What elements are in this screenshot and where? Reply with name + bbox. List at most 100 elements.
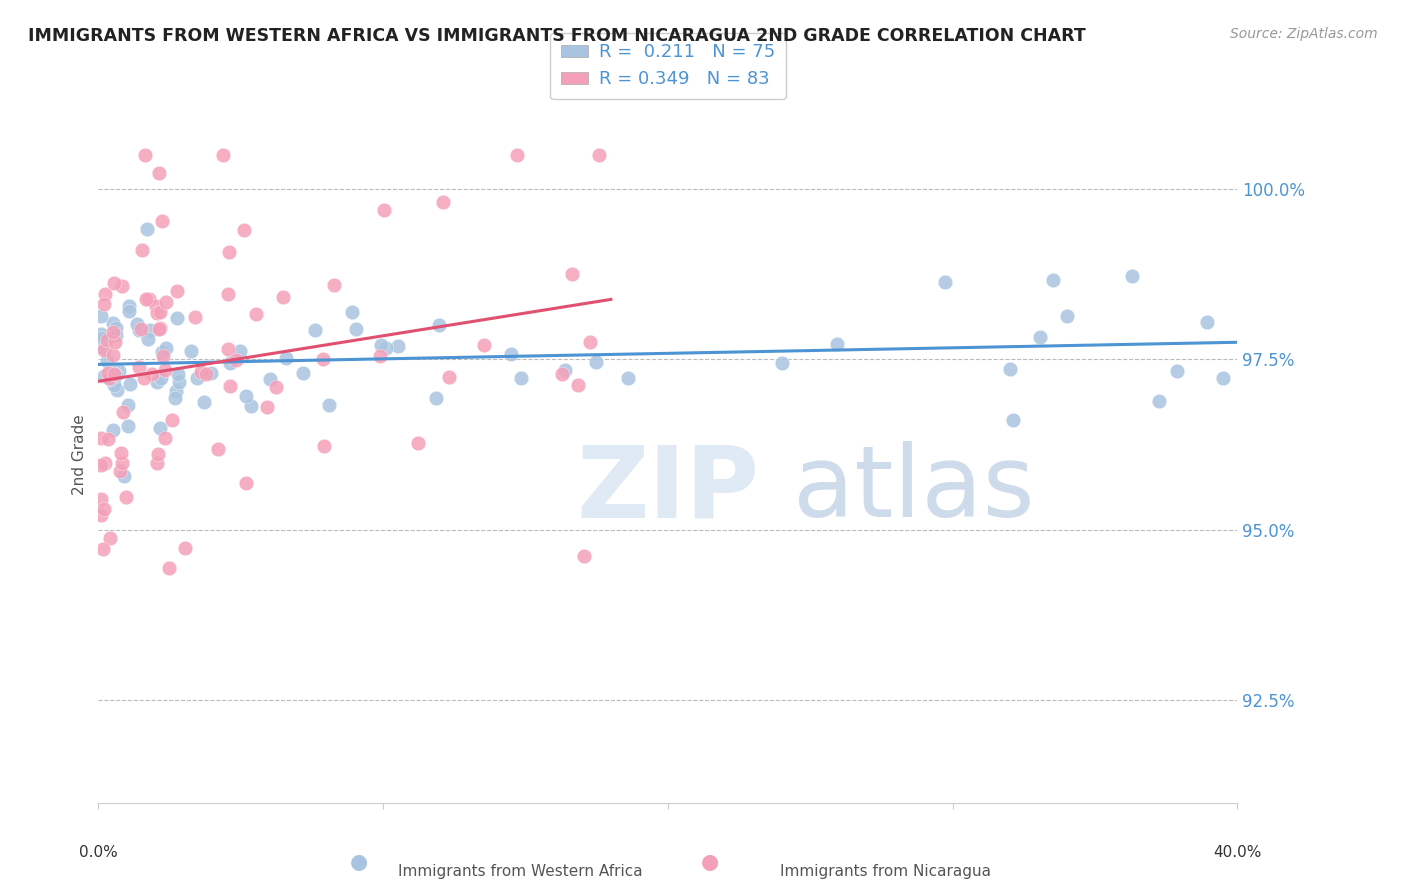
Point xyxy=(387,339,409,353)
Point xyxy=(138,292,160,306)
Point xyxy=(93,343,115,357)
Point xyxy=(128,360,150,375)
Text: ZIP: ZIP xyxy=(576,442,759,538)
Point xyxy=(184,310,207,325)
Point xyxy=(98,371,121,385)
Point xyxy=(152,214,174,228)
Point xyxy=(225,352,247,367)
Text: Immigrants from Western Africa: Immigrants from Western Africa xyxy=(398,863,643,879)
Point xyxy=(218,379,240,393)
Point xyxy=(1166,364,1188,378)
Point xyxy=(155,363,177,377)
Point xyxy=(165,384,187,399)
Point xyxy=(155,341,177,355)
Point xyxy=(96,334,118,348)
Point xyxy=(118,299,141,313)
Point xyxy=(1042,272,1064,286)
Text: IMMIGRANTS FROM WESTERN AFRICA VS IMMIGRANTS FROM NICARAGUA 2ND GRADE CORRELATIO: IMMIGRANTS FROM WESTERN AFRICA VS IMMIGR… xyxy=(28,27,1085,45)
Y-axis label: 2nd Grade: 2nd Grade xyxy=(72,415,87,495)
Point xyxy=(1002,413,1025,427)
Point xyxy=(91,331,114,345)
Point xyxy=(425,391,447,405)
Point xyxy=(233,223,256,237)
Point xyxy=(195,367,218,381)
Text: ●: ● xyxy=(350,853,367,872)
Point xyxy=(141,367,163,381)
Point xyxy=(825,337,848,351)
Point xyxy=(585,355,607,369)
Point xyxy=(146,456,169,470)
Point xyxy=(90,327,112,342)
Point xyxy=(167,368,190,382)
Point xyxy=(115,490,138,504)
Point xyxy=(93,297,115,311)
Point xyxy=(551,367,574,381)
Point xyxy=(173,541,195,556)
Point xyxy=(1195,315,1218,329)
Point xyxy=(117,418,139,433)
Point xyxy=(368,349,391,363)
Point xyxy=(474,337,496,351)
Point xyxy=(98,531,121,545)
Point xyxy=(93,541,115,556)
Point xyxy=(264,380,287,394)
Point xyxy=(127,318,149,332)
Point xyxy=(165,391,187,405)
Point xyxy=(93,456,115,470)
Point xyxy=(1000,362,1022,376)
Point xyxy=(139,323,162,337)
Point xyxy=(193,394,215,409)
Point xyxy=(561,267,583,281)
Point xyxy=(312,352,335,367)
Point xyxy=(90,431,112,445)
Point xyxy=(103,367,125,381)
Point xyxy=(120,376,142,391)
Point xyxy=(501,347,523,361)
Point xyxy=(567,377,589,392)
Point xyxy=(94,286,117,301)
Point xyxy=(1056,310,1078,324)
Text: 0.0%: 0.0% xyxy=(79,845,118,860)
Point xyxy=(211,148,233,162)
Point xyxy=(108,364,131,378)
Point xyxy=(101,348,124,362)
Point xyxy=(167,375,190,389)
Point xyxy=(240,399,263,413)
Point xyxy=(107,383,129,397)
Point xyxy=(104,335,127,350)
Point xyxy=(588,148,610,162)
Point xyxy=(245,307,267,321)
Point xyxy=(228,343,250,358)
Point xyxy=(145,300,167,314)
Point xyxy=(112,469,135,483)
Point xyxy=(93,341,115,355)
Point xyxy=(155,431,177,445)
Point xyxy=(132,371,155,385)
Point xyxy=(90,310,112,324)
Point xyxy=(90,458,112,473)
Point xyxy=(149,305,172,319)
Point xyxy=(554,363,576,377)
Point xyxy=(103,277,125,291)
Point xyxy=(146,375,169,389)
Point xyxy=(98,371,121,385)
Point xyxy=(304,323,326,337)
Point xyxy=(90,508,112,522)
Legend: R =  0.211   N = 75, R = 0.349   N = 83: R = 0.211 N = 75, R = 0.349 N = 83 xyxy=(550,33,786,99)
Point xyxy=(217,287,239,301)
Text: Source: ZipAtlas.com: Source: ZipAtlas.com xyxy=(1230,27,1378,41)
Point xyxy=(256,400,278,414)
Point xyxy=(97,432,120,446)
Text: ●: ● xyxy=(702,853,718,872)
Point xyxy=(312,439,335,453)
Point xyxy=(110,464,132,478)
Point xyxy=(934,276,956,290)
Point xyxy=(101,423,124,437)
Point xyxy=(506,148,529,162)
Point xyxy=(235,389,257,403)
Point xyxy=(427,318,450,333)
Point xyxy=(104,328,127,343)
Point xyxy=(342,305,364,319)
Point xyxy=(235,475,257,490)
Point xyxy=(190,365,212,379)
